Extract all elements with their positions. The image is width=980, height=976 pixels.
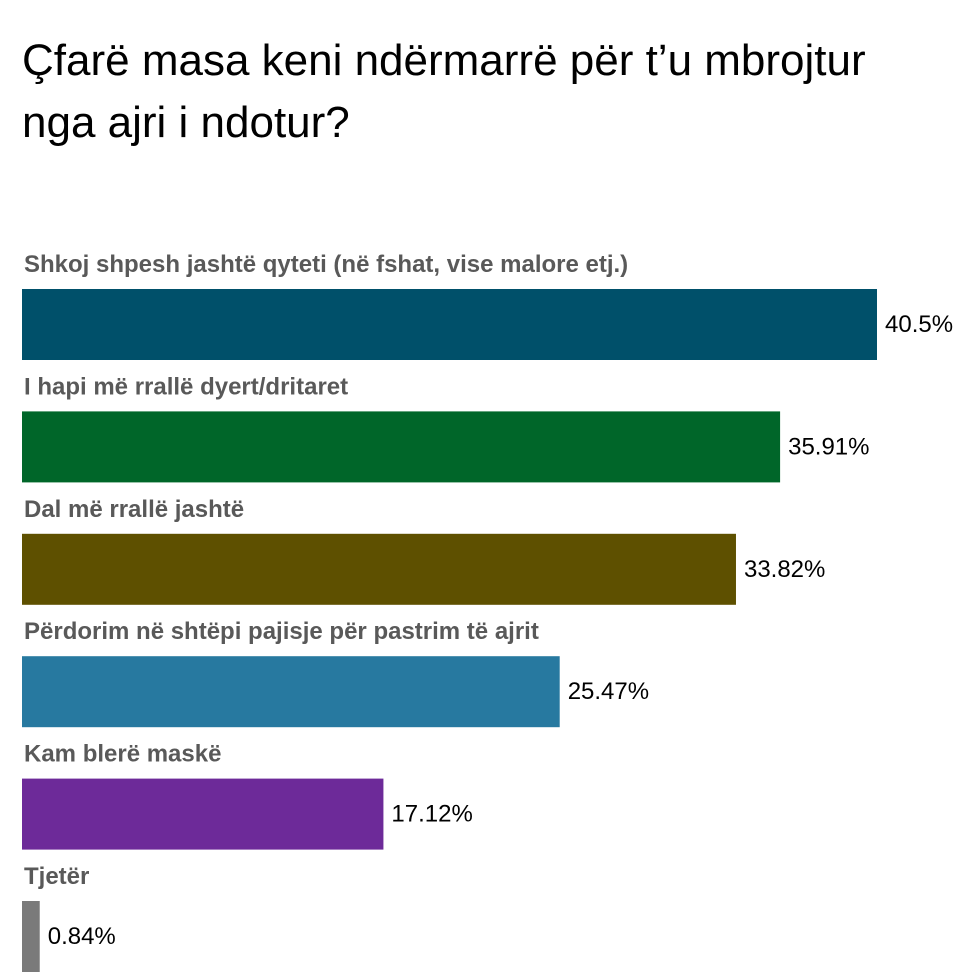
bars-layer: Shkoj shpesh jashtë qyteti (në fshat, vi… — [22, 251, 953, 972]
value-label: 35.91% — [788, 433, 869, 460]
bar — [22, 411, 781, 483]
bar — [22, 778, 384, 850]
value-label: 40.5% — [885, 311, 953, 338]
category-label: Shkoj shpesh jashtë qyteti (në fshat, vi… — [24, 251, 628, 278]
bar — [22, 656, 560, 728]
chart-title: Çfarë masa keni ndërmarrë për t’u mbrojt… — [22, 36, 866, 147]
value-label: 25.47% — [568, 678, 649, 705]
category-label: I hapi më rrallë dyert/dritaret — [24, 373, 348, 400]
value-label: 17.12% — [391, 801, 472, 828]
bar — [22, 533, 736, 605]
bar — [22, 289, 877, 360]
value-label: 33.82% — [744, 556, 825, 583]
category-label: Kam blerë maskë — [24, 741, 221, 768]
bar — [22, 901, 40, 972]
category-label: Tjetër — [24, 863, 89, 890]
value-label: 0.84% — [48, 923, 116, 950]
category-label: Dal më rrallë jashtë — [24, 496, 244, 523]
category-label: Përdorim në shtëpi pajisje për pastrim t… — [24, 618, 539, 645]
